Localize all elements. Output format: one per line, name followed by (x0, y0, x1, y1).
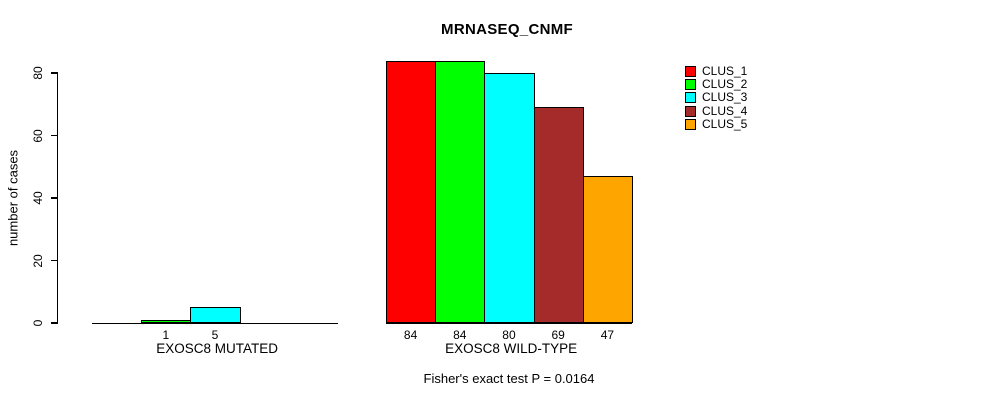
y-tick-mark (50, 259, 58, 262)
bar-count-label: 84 (403, 327, 418, 342)
legend-item: CLUS_5 (685, 116, 748, 131)
y-tick-mark (50, 134, 58, 137)
legend-item: CLUS_3 (685, 90, 748, 105)
legend-swatch (685, 92, 696, 104)
legend-item: CLUS_2 (685, 77, 748, 92)
bar-clus_2 (141, 319, 192, 323)
group-label: EXOSC8 MUTATED (156, 341, 278, 356)
bar-clus_4 (533, 107, 584, 323)
y-tick-mark (50, 322, 58, 324)
fisher-test-note: Fisher's exact test P = 0.0164 (423, 371, 595, 386)
bar-count-label: 47 (600, 327, 615, 342)
x-axis-baseline (386, 323, 633, 325)
group-label: EXOSC8 WILD-TYPE (445, 341, 578, 356)
legend-item-label: CLUS_3 (702, 90, 748, 105)
y-axis-line (57, 72, 59, 324)
legend-swatch (685, 118, 696, 130)
legend: CLUS_1 CLUS_2 CLUS_3 CLUS_4 CLUS_5 (685, 64, 748, 132)
legend-item-label: CLUS_4 (702, 103, 748, 118)
bar-count-label: 84 (453, 327, 467, 342)
bar-count-label: 5 (211, 327, 219, 342)
bar-count-label: 69 (551, 327, 565, 342)
bar-clus_3 (190, 307, 241, 323)
bar-clus_1 (386, 60, 437, 323)
x-axis-baseline (92, 323, 339, 325)
y-tick-mark (50, 197, 58, 199)
legend-item-label: CLUS_1 (702, 64, 748, 78)
legend-item-label: CLUS_5 (702, 116, 748, 131)
legend-swatch (685, 105, 696, 117)
legend-item-label: CLUS_2 (702, 77, 748, 92)
bar-clus_3 (484, 73, 535, 323)
bar-clus_2 (435, 60, 486, 323)
legend-item: CLUS_4 (685, 103, 748, 118)
chart-title: MRNASEQ_CNMF (441, 21, 573, 38)
bar-count-label: 80 (502, 327, 516, 342)
y-tick-mark (50, 72, 58, 74)
legend-swatch (685, 79, 696, 91)
bar-count-label: 1 (162, 327, 170, 342)
legend-item: CLUS_1 (685, 64, 748, 78)
legend-swatch (685, 66, 696, 77)
bar-clus_5 (582, 176, 633, 323)
